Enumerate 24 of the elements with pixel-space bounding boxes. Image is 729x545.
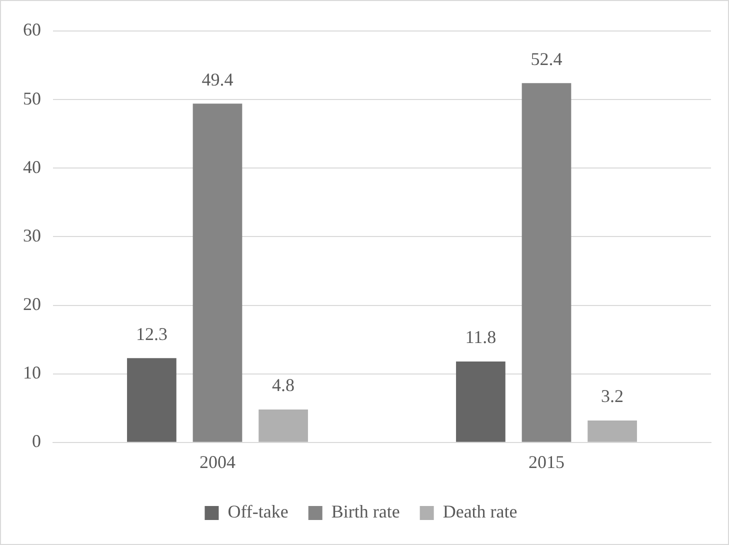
legend-label: Off-take — [228, 502, 288, 522]
y-tick-label: 60 — [23, 20, 41, 40]
y-tick-label: 30 — [23, 225, 41, 246]
data-label: 3.2 — [601, 386, 624, 406]
bar — [192, 104, 242, 442]
y-tick-label: 0 — [32, 431, 41, 452]
bar — [522, 83, 572, 442]
legend-label: Death rate — [442, 502, 518, 522]
y-tick-label: 40 — [23, 156, 41, 177]
y-tick-label: 50 — [23, 88, 41, 108]
y-tick-label: 10 — [23, 362, 41, 383]
legend-label: Birth rate — [331, 502, 400, 522]
data-label: 12.3 — [136, 324, 168, 344]
data-label: 11.8 — [465, 327, 496, 348]
bar — [127, 358, 176, 442]
data-label: 49.4 — [202, 69, 234, 90]
bar — [588, 420, 637, 442]
data-label: 52.4 — [530, 48, 562, 69]
bar — [258, 409, 308, 442]
x-tick-label: 2004 — [200, 452, 236, 472]
y-tick-label: 20 — [23, 294, 41, 314]
x-tick-label: 2015 — [528, 452, 564, 472]
bar — [456, 361, 506, 442]
data-label: 4.8 — [272, 375, 295, 396]
